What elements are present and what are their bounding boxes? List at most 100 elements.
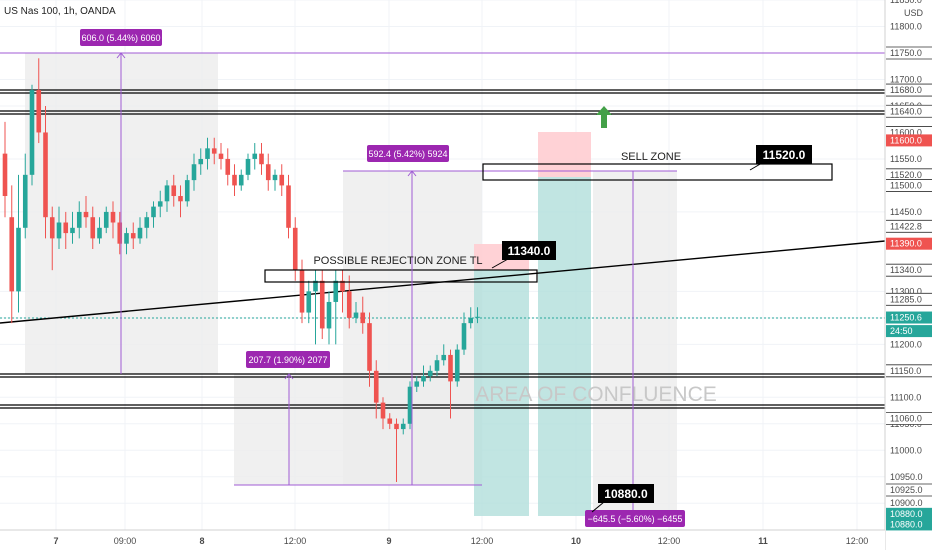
candle	[454, 344, 460, 387]
candle-body	[211, 148, 217, 154]
candle-body	[380, 402, 386, 419]
candle	[326, 291, 332, 345]
candle-body	[373, 370, 379, 403]
candle-body	[29, 90, 35, 175]
currency-label: USD	[904, 8, 924, 18]
candle-body	[232, 174, 237, 186]
candle	[394, 418, 399, 483]
candle-body	[299, 270, 305, 313]
candle	[184, 174, 190, 207]
candle-body	[340, 280, 345, 292]
callout-11520-box	[756, 145, 812, 164]
sell-zone-label: SELL ZONE	[621, 151, 681, 163]
x-tick-label: 12:00	[471, 536, 494, 546]
x-tick-label: 12:00	[284, 536, 307, 546]
price-tag: 11422.8	[886, 219, 932, 233]
candle	[346, 275, 352, 329]
position-target-zone-2	[538, 177, 591, 516]
price-tag: 11680.0	[886, 83, 932, 97]
price-tag: 11640.0	[886, 104, 932, 118]
price-tag-bg	[886, 364, 932, 377]
candle-body	[9, 217, 15, 292]
candle-body	[178, 196, 183, 202]
candle-body	[367, 323, 372, 371]
price-tag-bg	[886, 518, 932, 531]
callout-11340-box	[502, 241, 556, 260]
candle	[36, 58, 42, 144]
candle-body	[353, 312, 359, 318]
candle	[124, 227, 129, 255]
callout-11340-pointer	[491, 258, 509, 269]
candle-body	[414, 381, 420, 387]
price-tag-text: 11600.0	[890, 127, 922, 137]
candle	[191, 153, 197, 191]
up-arrow-icon	[596, 106, 612, 128]
candle	[461, 312, 467, 355]
y-tick-label: 11300.0	[890, 286, 922, 296]
candle	[103, 206, 109, 234]
x-tick-label: 12:00	[658, 536, 681, 546]
measure-label-2-text: 592.4 (5.42%) 5924	[368, 149, 447, 159]
candle	[441, 344, 447, 366]
x-tick-label: 09:00	[114, 536, 137, 546]
measure-label-3-box	[246, 351, 330, 368]
candle-body	[110, 211, 116, 223]
candle	[421, 365, 426, 387]
candle-body	[63, 222, 69, 234]
callout-10880: 10880.0	[591, 484, 654, 513]
price-tag-text: 10925.0	[890, 485, 923, 495]
candle-body	[157, 201, 163, 207]
candle-body	[137, 227, 143, 239]
candle	[259, 143, 264, 175]
price-tag-bg	[886, 105, 932, 118]
candle	[218, 143, 224, 170]
callout-11520-pointer	[749, 162, 763, 171]
callout-10880-text: 10880.0	[604, 487, 648, 501]
candle	[110, 201, 116, 239]
callout-10880-pointer	[591, 501, 605, 513]
candle	[97, 217, 102, 244]
price-tag: 11500.0	[886, 179, 932, 192]
candle	[427, 365, 433, 382]
y-tick-label: 11700.0	[890, 74, 922, 84]
price-tag-bg	[886, 293, 932, 306]
candle	[225, 148, 231, 186]
measure-arrow-3-head	[284, 373, 294, 380]
price-tag-text: 24:50	[890, 326, 913, 336]
candle-body	[306, 291, 312, 313]
candle	[434, 354, 440, 377]
candle-body	[245, 158, 251, 175]
candle-body	[151, 206, 156, 218]
price-tag-text: 11600.0	[890, 135, 922, 145]
measure-label-3-text: 207.7 (1.90%) 2077	[248, 355, 327, 365]
x-tick-label: 7	[53, 536, 58, 546]
candle	[137, 217, 143, 244]
candle-body	[144, 217, 150, 228]
measure-label-2-box	[367, 145, 449, 162]
price-tag-text: 11750.0	[890, 48, 922, 58]
candle	[178, 185, 183, 218]
price-tag-bg	[886, 325, 932, 338]
candle	[117, 211, 123, 255]
candle-body	[184, 180, 190, 202]
candle-body	[319, 280, 325, 329]
y-tick-label: 11100.0	[890, 392, 921, 402]
measure-region-4	[593, 171, 677, 516]
callout-11340-text: 11340.0	[508, 244, 551, 258]
x-tick-label: 8	[199, 536, 204, 546]
candle-body	[346, 291, 352, 318]
price-tag: 11060.0	[886, 412, 932, 425]
candle	[63, 211, 69, 249]
price-tag-text: 11500.0	[890, 180, 922, 190]
price-tag: 11285.0	[886, 292, 932, 306]
candle-body	[259, 153, 264, 165]
measure-label-4: −645.5 (−5.60%) −6455	[585, 510, 685, 527]
candle	[164, 180, 170, 212]
candle	[448, 349, 453, 419]
measure-arrow-1-head	[116, 52, 126, 59]
x-tick-label: 12:00	[846, 536, 869, 546]
measure-region-3	[234, 374, 482, 485]
price-tag-bg	[886, 168, 932, 181]
price-axis: 11850.011800.011750.011700.011650.011550…	[884, 0, 932, 550]
